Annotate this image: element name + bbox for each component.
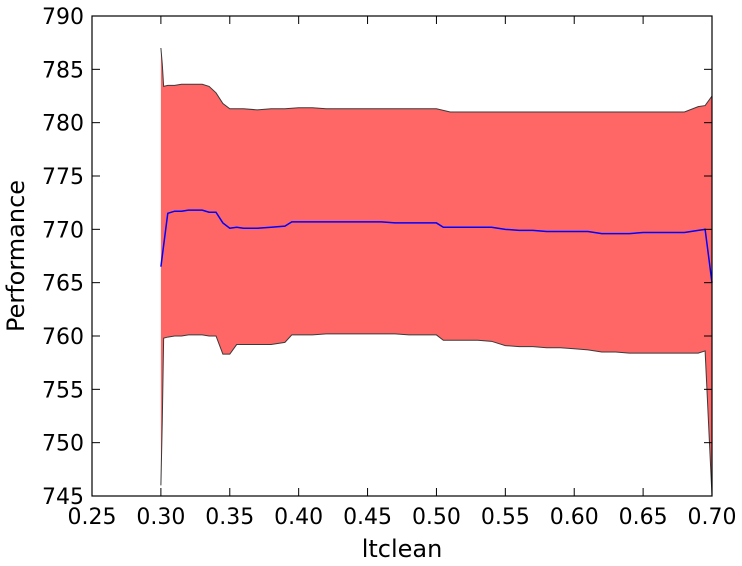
- y-tick-label: 745: [42, 485, 84, 510]
- x-tick-label: 0.70: [688, 505, 737, 530]
- x-tick-label: 0.30: [136, 505, 185, 530]
- x-tick-label: 0.45: [343, 505, 392, 530]
- band-upper-edge: [160, 47, 713, 113]
- y-tick-label: 770: [42, 218, 84, 243]
- plot-frame: [91, 15, 713, 497]
- x-axis-title: ltclean: [362, 535, 443, 563]
- y-tick-label: 760: [42, 325, 84, 350]
- y-tick-label: 790: [42, 5, 84, 30]
- y-tick-label: 780: [42, 112, 84, 137]
- y-tick-label: 775: [42, 165, 84, 190]
- x-tick-label: 0.35: [205, 505, 254, 530]
- x-tick-label: 0.25: [68, 505, 117, 530]
- plot-area: [160, 47, 713, 497]
- x-tick-label: 0.55: [481, 505, 530, 530]
- x-tick-label: 0.50: [412, 505, 461, 530]
- confidence-band: [160, 48, 712, 496]
- mean-line: [160, 209, 713, 283]
- tick-labels: 0.25 0.30 0.35 0.40 0.45 0.50 0.55 0.60 0.65 0.70…: [42, 5, 736, 530]
- x-tick-label: 0.65: [619, 505, 668, 530]
- y-tick-label: 785: [42, 58, 84, 83]
- band-lower-edge: [160, 333, 713, 497]
- y-axis-title: Performance: [2, 180, 30, 332]
- x-tick-label: 0.60: [550, 505, 599, 530]
- x-tick-label: 0.40: [274, 505, 323, 530]
- y-tick-label: 750: [42, 432, 84, 457]
- y-tick-label: 755: [42, 378, 84, 403]
- y-tick-label: 765: [42, 272, 84, 297]
